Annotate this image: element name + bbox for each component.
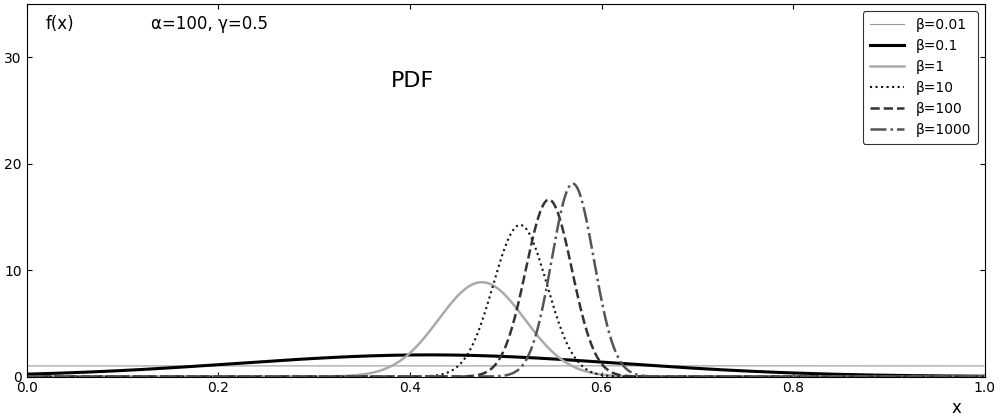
Line: β=1000: β=1000 [28,184,984,377]
β=1000 [735,374,747,379]
β=0.1 [595,359,607,364]
Line: β=1: β=1 [28,282,984,377]
β=1000 [567,181,579,186]
β=1 [644,374,656,379]
Line: β=10: β=10 [28,225,984,377]
β=0.1 [735,368,747,373]
β=0.01 [500,363,512,368]
β=10 [595,372,607,377]
β=10 [978,374,990,379]
β=0.1 [195,363,207,368]
β=10 [387,374,399,379]
β=0.1 [644,363,656,368]
β=1000 [22,374,34,379]
β=0.1 [808,371,820,376]
β=1 [978,374,990,379]
β=0.1 [22,372,34,377]
β=100 [195,374,207,379]
Line: β=0.1: β=0.1 [28,355,984,376]
β=1 [735,374,747,379]
β=10 [808,374,820,379]
β=100 [644,374,656,379]
Text: PDF: PDF [391,71,434,91]
β=1000 [978,374,990,379]
β=100 [543,197,555,202]
β=100 [387,374,399,379]
Text: α=100, γ=0.5: α=100, γ=0.5 [151,15,268,33]
β=100 [595,361,607,366]
β=1000 [808,374,820,379]
β=1000 [195,374,207,379]
β=100 [735,374,747,379]
β=0.1 [387,353,399,358]
β=1 [387,363,399,368]
Legend: β=0.01, β=0.1, β=1, β=10, β=100, β=1000: β=0.01, β=0.1, β=1, β=10, β=100, β=1000 [863,11,978,144]
β=0.1 [978,374,990,379]
β=0.01 [595,363,607,368]
β=100 [22,374,34,379]
β=1000 [595,296,607,301]
β=100 [808,374,820,379]
β=10 [22,374,34,379]
β=0.01 [387,363,399,368]
β=1 [808,374,820,379]
β=10 [735,374,747,379]
β=1000 [387,374,399,379]
β=1 [22,374,34,379]
β=10 [644,374,656,379]
Text: f(x): f(x) [46,15,74,33]
β=10 [514,222,526,227]
β=1 [595,372,607,377]
β=0.01 [808,363,820,368]
β=0.01 [978,363,990,368]
β=10 [195,374,207,379]
β=0.1 [423,352,435,357]
Line: β=100: β=100 [28,200,984,377]
β=0.01 [644,363,656,368]
β=0.01 [195,363,207,368]
β=100 [978,374,990,379]
β=0.01 [22,363,34,368]
β=0.01 [735,363,747,368]
X-axis label: x: x [951,399,961,417]
β=1 [476,280,488,285]
β=1000 [644,374,656,379]
β=1 [195,374,207,379]
